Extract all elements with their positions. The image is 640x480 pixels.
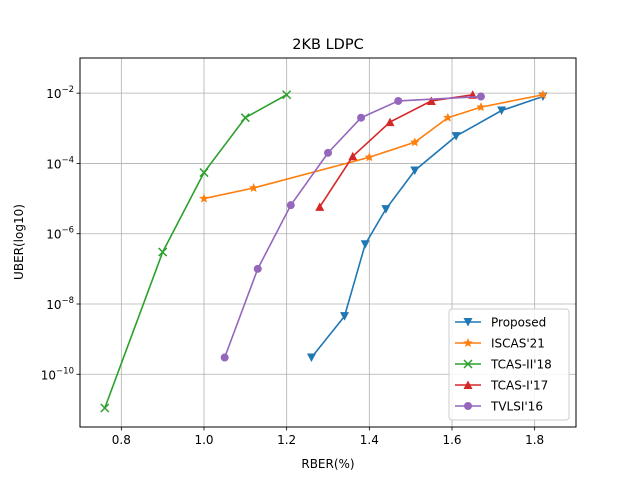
legend-label: Proposed (491, 316, 546, 330)
data-point (199, 193, 209, 203)
legend-label: ISCAS'21 (491, 337, 545, 351)
y-axis-label: UBER(log10) (12, 204, 26, 280)
data-point (240, 113, 250, 123)
data-point (286, 201, 295, 210)
x-tick-label: 1.8 (525, 433, 544, 447)
x-tick-label: 1.2 (277, 433, 296, 447)
data-point (426, 96, 436, 105)
data-point (282, 90, 292, 100)
legend-box (448, 308, 570, 421)
legend-label: TCAS-II'18 (490, 358, 552, 372)
y-axis: 10−10 10−8 10−6 10−4 10−2 (41, 85, 80, 382)
data-point (360, 240, 370, 249)
series-line (310, 95, 544, 359)
x-axis: 0.8 1.0 1.2 1.4 1.6 1.8 (112, 427, 544, 447)
x-axis-label: RBER(%) (301, 457, 354, 471)
legend-label: TCAS-I'17 (490, 379, 548, 393)
data-point (220, 353, 229, 362)
series-4 (220, 92, 485, 362)
data-point (248, 182, 259, 193)
grid (80, 58, 576, 427)
y-tick-label: 10−2 (46, 85, 74, 101)
data-point (443, 112, 453, 122)
y-tick-label: 10−6 (46, 226, 74, 242)
data-point (364, 152, 375, 162)
legend-marker (463, 380, 473, 389)
x-tick-label: 0.8 (112, 433, 131, 447)
data-point (306, 353, 316, 363)
data-point (385, 117, 395, 127)
data-point (253, 264, 262, 273)
data-point (451, 132, 461, 141)
data-point (476, 92, 485, 101)
data-point (394, 96, 403, 105)
data-point (158, 247, 168, 257)
plot-frame (79, 57, 577, 428)
legend-marker (463, 338, 473, 348)
y-tick-label: 10−4 (46, 155, 74, 171)
data-point (199, 168, 209, 178)
y-tick-label: 10−8 (46, 296, 74, 312)
x-tick-label: 1.0 (194, 433, 213, 447)
legend-marker (463, 359, 473, 369)
chart-title: 2KB LDPC (292, 37, 363, 53)
data-point (381, 205, 391, 214)
legend-marker (463, 318, 473, 327)
data-point (100, 403, 110, 413)
series-layer (100, 89, 548, 413)
data-point (410, 166, 420, 175)
series-2 (100, 90, 292, 413)
data-point (340, 312, 350, 321)
y-tick-label: 10−10 (41, 366, 74, 382)
data-point (476, 102, 486, 112)
data-point (357, 113, 366, 122)
data-point (324, 148, 332, 157)
series-1 (199, 89, 548, 203)
data-point (315, 202, 325, 211)
x-tick-label: 1.4 (360, 433, 379, 447)
data-point (348, 151, 358, 161)
legend-label: TVLSI'16 (490, 400, 543, 414)
x-tick-label: 1.6 (442, 433, 461, 447)
data-point (538, 89, 548, 99)
data-point (497, 106, 507, 116)
data-point (410, 137, 420, 147)
legend-marker (464, 402, 472, 410)
legend: Proposed ISCAS'21 TCAS-II'18 TCAS-I'17 TVLSI… (448, 308, 570, 421)
